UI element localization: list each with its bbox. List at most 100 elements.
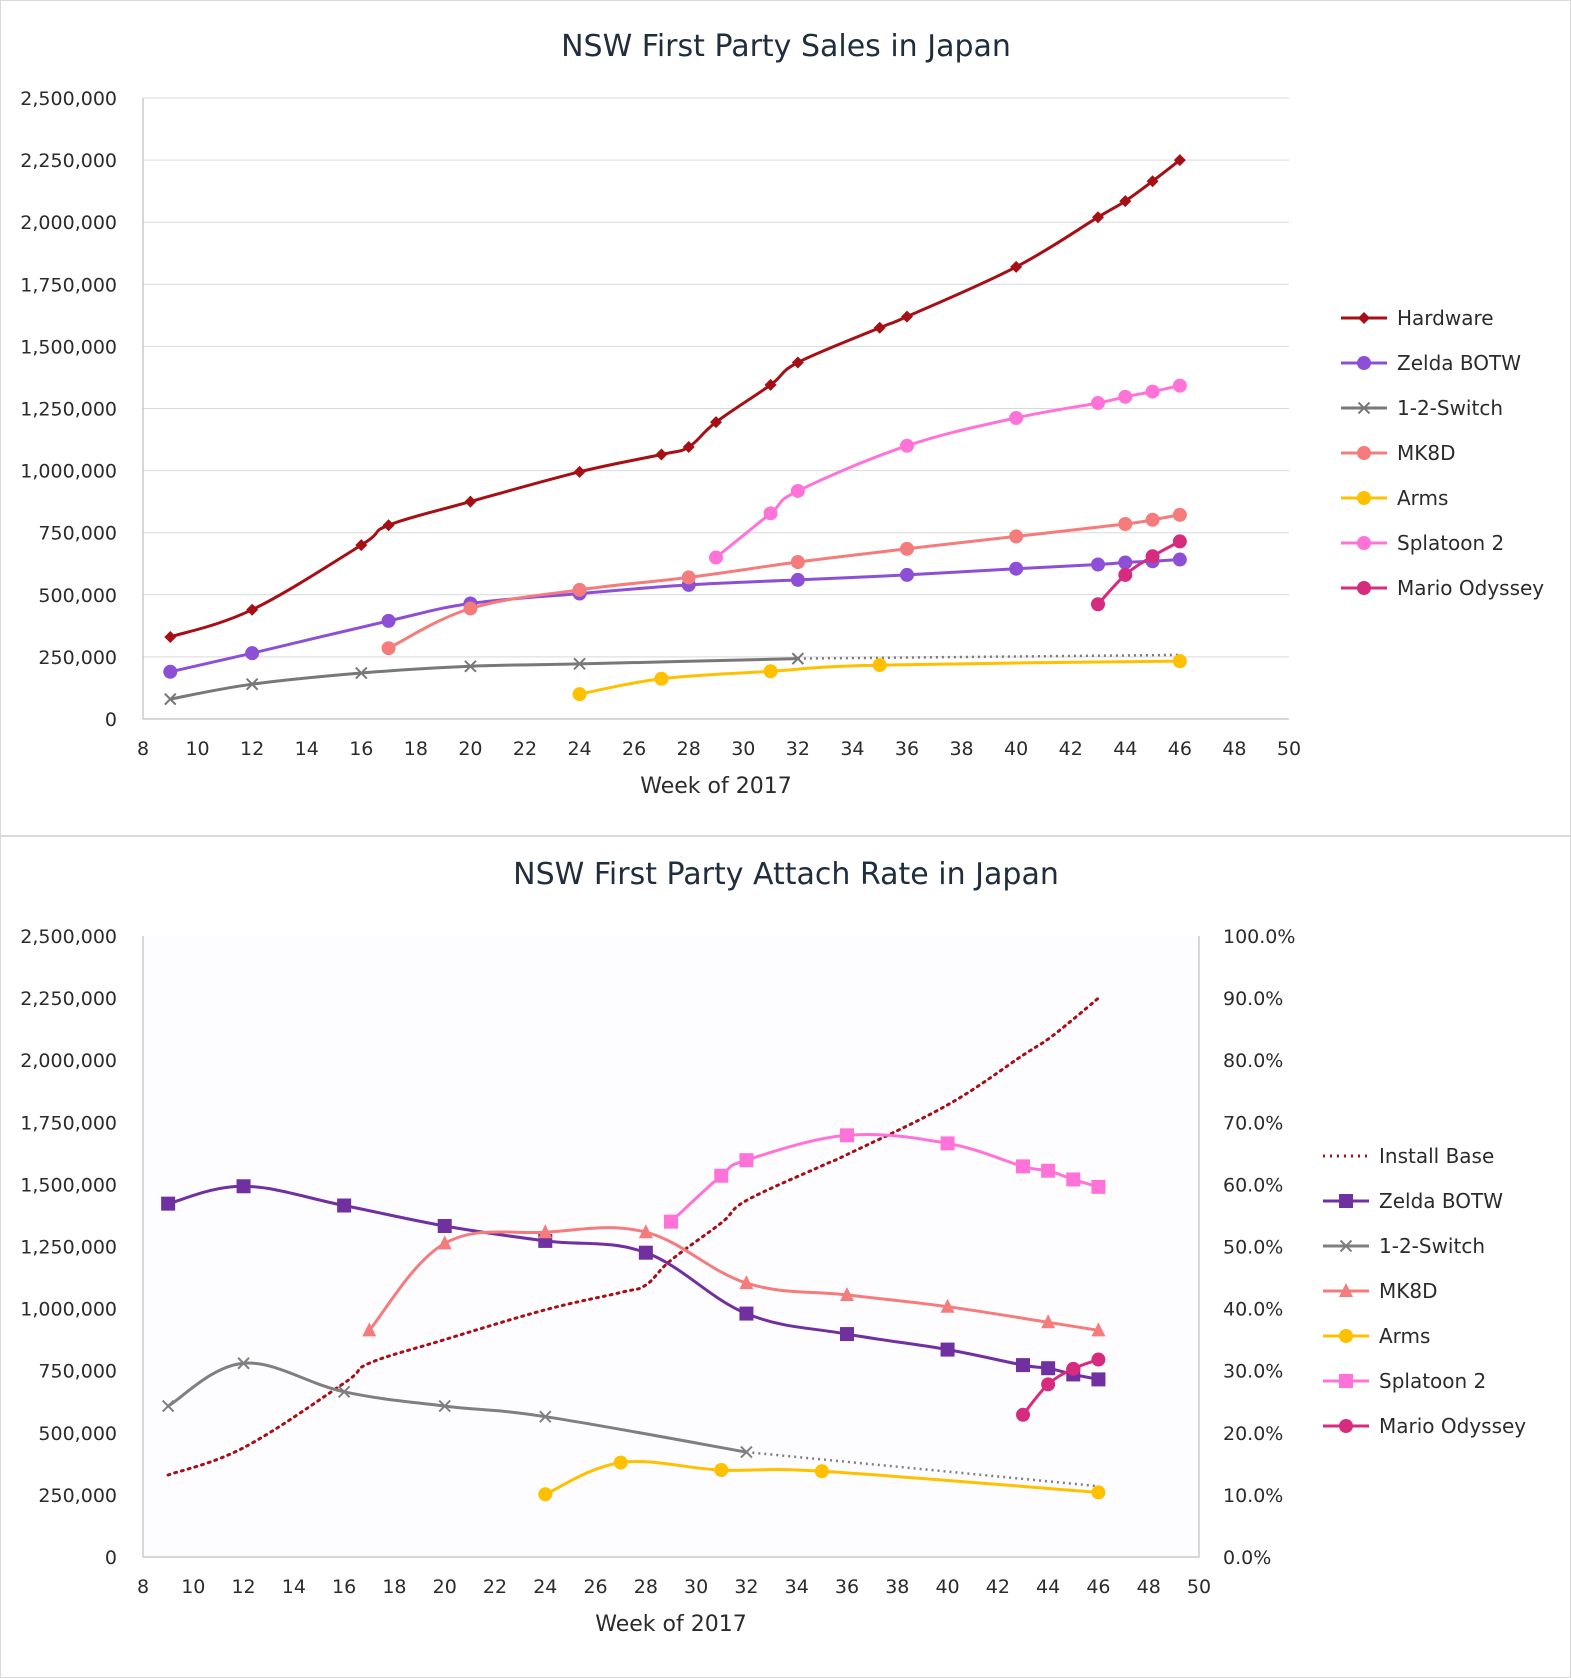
legend-entry-zelda-botw: Zelda BOTW [1341, 351, 1521, 375]
data-point [1172, 507, 1187, 522]
data-point [1092, 211, 1104, 224]
x-tick-label: 16 [332, 1576, 356, 1598]
x-tick-label: 28 [677, 738, 701, 760]
legend-entry-splatoon-2: Splatoon 2 [1341, 531, 1504, 555]
data-point [739, 1275, 754, 1290]
data-point [572, 582, 587, 597]
x-tick-label: 30 [684, 1576, 708, 1598]
data-point [1016, 1159, 1030, 1174]
legend-entry-zelda-botw: Zelda BOTW [1323, 1189, 1503, 1213]
data-point [1091, 1179, 1106, 1194]
data-point [337, 1198, 352, 1213]
x-tick-label: 36 [895, 738, 919, 760]
y-tick-label: 250,000 [38, 647, 117, 669]
data-point [538, 1224, 553, 1239]
data-point [840, 1128, 854, 1143]
data-point [381, 613, 396, 628]
legend-marker [1357, 446, 1371, 460]
legend-label: Zelda BOTW [1397, 351, 1521, 375]
data-point [1146, 175, 1159, 188]
data-point [940, 1136, 955, 1151]
legend-label: Zelda BOTW [1379, 1189, 1503, 1213]
x-tick-label: 12 [231, 1576, 255, 1598]
x-tick-label: 42 [1059, 738, 1083, 760]
y-tick-label: 2,500,000 [20, 88, 117, 110]
y2-axis-ticks: 0.0% 10.0% 20.0% 30.0% 40.0% 50.0% 60.0% 70.0% 8… [1223, 926, 1295, 1569]
legend-marker [1339, 1239, 1353, 1253]
data-point [940, 1298, 955, 1313]
chart-title: NSW First Party Attach Rate in Japan [513, 857, 1059, 892]
x-tick-label: 10 [181, 1576, 205, 1598]
data-point [1016, 1407, 1030, 1422]
legend-entry-hardware: Hardware [1341, 306, 1494, 330]
data-point [1016, 1358, 1030, 1373]
attach-rate-chart-panel: NSW First Party Attach Rate in Japan 0 250… [0, 836, 1571, 1678]
y-tick-label: 1,250,000 [20, 1237, 117, 1259]
y-tick-label: 1,750,000 [20, 1112, 117, 1134]
data-point [900, 541, 914, 556]
sales-chart: NSW First Party Sales in Japan 0 250,000 50… [20, 29, 1544, 799]
legend-label: Mario Odyssey [1397, 576, 1544, 600]
data-point [714, 1463, 729, 1478]
x-tick-label: 20 [458, 738, 482, 760]
data-point [664, 1214, 678, 1229]
data-point [161, 1196, 176, 1211]
data-point [464, 495, 477, 508]
y-tick-label: 2,500,000 [20, 926, 117, 948]
y2-tick-label: 0.0% [1223, 1547, 1271, 1569]
data-point [1066, 1361, 1081, 1376]
x-tick-label: 30 [731, 738, 755, 760]
data-point [163, 664, 178, 679]
x-tick-label: 26 [622, 738, 646, 760]
data-point [237, 1357, 250, 1370]
legend-label: Mario Odyssey [1379, 1414, 1526, 1438]
series-mk8d [362, 1224, 1106, 1337]
data-point [382, 519, 395, 532]
legend-label: Arms [1379, 1324, 1430, 1348]
data-point [873, 321, 886, 334]
y2-tick-label: 100.0% [1223, 926, 1295, 948]
series-line [166, 996, 1100, 1477]
data-point [900, 438, 914, 453]
x-tick-label: 18 [404, 738, 428, 760]
legend-entry-arms: Arms [1341, 486, 1448, 510]
legend-marker [1357, 581, 1371, 595]
legend-label: MK8D [1397, 441, 1456, 465]
data-point [164, 692, 177, 706]
data-point [1009, 410, 1024, 425]
legend-label: MK8D [1379, 1279, 1438, 1303]
data-point [438, 1399, 451, 1413]
data-point [791, 652, 805, 665]
x-tick-label: 24 [533, 1576, 557, 1598]
gridlines [143, 97, 1289, 658]
chart-title: NSW First Party Sales in Japan [561, 29, 1011, 64]
y2-tick-label: 20.0% [1223, 1423, 1283, 1445]
data-point [710, 416, 722, 429]
x-tick-label: 8 [137, 1576, 149, 1598]
y2-tick-label: 10.0% [1223, 1485, 1283, 1507]
y-axis-ticks: 0 250,000 500,000 750,000 1,000,000 1,250,000… [20, 926, 117, 1569]
data-point [872, 658, 887, 673]
x-tick-label: 50 [1277, 738, 1301, 760]
legend-marker [1339, 1194, 1353, 1208]
series-mario-odyssey [1091, 534, 1187, 612]
data-point [1066, 1172, 1081, 1187]
y-tick-label: 1,000,000 [20, 1299, 117, 1321]
data-point [1118, 567, 1133, 582]
y2-tick-label: 30.0% [1223, 1361, 1283, 1383]
attach-rate-chart: NSW First Party Attach Rate in Japan 0 250… [20, 857, 1526, 1637]
series-line [1096, 539, 1182, 606]
data-point [437, 1235, 452, 1250]
series-arms [538, 1455, 1106, 1502]
data-point [655, 448, 668, 461]
y-tick-label: 1,000,000 [20, 461, 117, 483]
data-point [355, 666, 368, 680]
y2-tick-label: 70.0% [1223, 1112, 1283, 1134]
y-tick-label: 2,250,000 [20, 988, 117, 1010]
legend-entry-splatoon-2: Splatoon 2 [1323, 1369, 1486, 1393]
data-point [381, 641, 396, 656]
y-tick-label: 0 [105, 709, 117, 731]
y-axis-ticks: 0 250,000 500,000 750,000 1,000,000 1,250,000… [20, 88, 117, 731]
data-point [1172, 534, 1187, 549]
data-point [1118, 389, 1133, 404]
